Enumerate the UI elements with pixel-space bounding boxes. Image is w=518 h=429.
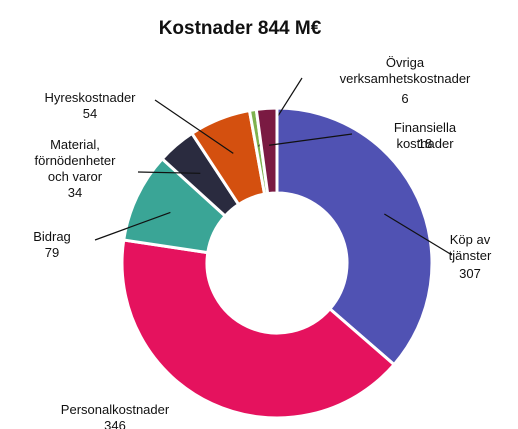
slice-label: Bidrag — [33, 229, 71, 244]
slice-value: 18 — [417, 136, 433, 151]
slice-value: 346 — [104, 418, 126, 429]
leader-line — [137, 171, 201, 174]
donut-slice — [275, 106, 434, 367]
slice-label: Hyreskostnader — [44, 90, 136, 105]
slice-label: Övriga verksamhetskostnader — [339, 55, 471, 86]
leader-line — [384, 213, 453, 256]
slice-value: 6 — [401, 91, 409, 106]
slice-label: Material, förnödenheter och varor — [34, 137, 116, 184]
donut-slice — [120, 238, 397, 420]
leader-line — [269, 133, 353, 146]
leader-line — [94, 211, 171, 241]
slice-value: 307 — [459, 266, 481, 281]
slice-label: Personalkostnader — [60, 402, 170, 417]
slice-value: 54 — [82, 106, 98, 121]
slice-label: Köp av tjänster — [448, 232, 492, 263]
leader-line — [154, 99, 234, 154]
slice-label: Finansiella kostnader — [393, 120, 457, 151]
slice-value: 79 — [44, 245, 60, 260]
chart-title: Kostnader 844 M€ — [158, 18, 322, 39]
slice-value: 34 — [67, 185, 83, 200]
donut-slice — [254, 106, 279, 196]
